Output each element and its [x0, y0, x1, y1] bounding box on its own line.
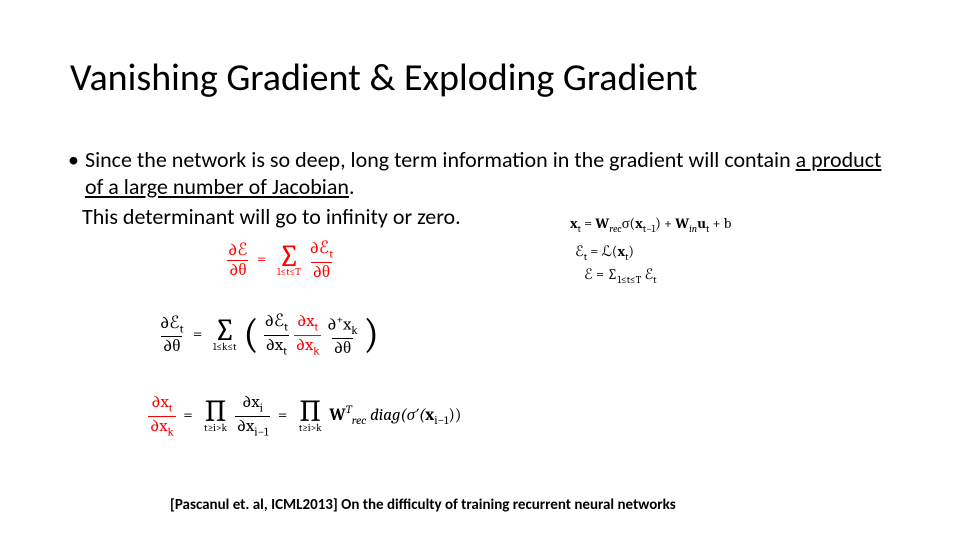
slide-title: Vanishing Gradient & Exploding Gradient	[70, 55, 890, 101]
bullet-body: Since the network is so deep, long term …	[85, 147, 890, 201]
bullet-item: • Since the network is so deep, long ter…	[70, 147, 890, 201]
citation: [Pascanul et. al, ICML2013] On the diffi…	[170, 496, 676, 514]
bullet-line-2: This determinant will go to infinity or …	[82, 204, 890, 231]
bullet-marker: •	[68, 147, 79, 174]
equation-rnn-recurrence: xt = Wrecσ(xt−1) + Winut + b	[570, 215, 731, 235]
equation-total-loss: ℰ = ∑1≤t≤T ℰt	[584, 266, 657, 286]
bullet-text-pre: Since the network is so deep, long term …	[85, 146, 796, 173]
bullet-text-post: .	[349, 173, 355, 200]
equation-jacobian-expansion: ∂xt ∂xk = ∏ t≥i>k ∂xi ∂xi−1 = ∏ t≥i>k WT…	[148, 394, 461, 438]
equation-per-time-gradient: ∂ℰt ∂θ = ∑ 1≤k≤t ( ∂ℰt ∂xt ∂xt ∂xk ∂+xk …	[158, 313, 379, 357]
equation-loss-t: ℰt = ℒ(xt)	[575, 243, 634, 263]
jacobian-product-factor: ∂xt ∂xk	[294, 313, 322, 357]
equation-area: ∂ℰ ∂θ = ∑ 1≤t≤T ∂ℰt ∂θ ∂ℰt ∂θ = ∑ 1≤k≤t …	[70, 230, 890, 480]
equation-total-gradient: ∂ℰ ∂θ = ∑ 1≤t≤T ∂ℰt ∂θ	[226, 240, 335, 280]
